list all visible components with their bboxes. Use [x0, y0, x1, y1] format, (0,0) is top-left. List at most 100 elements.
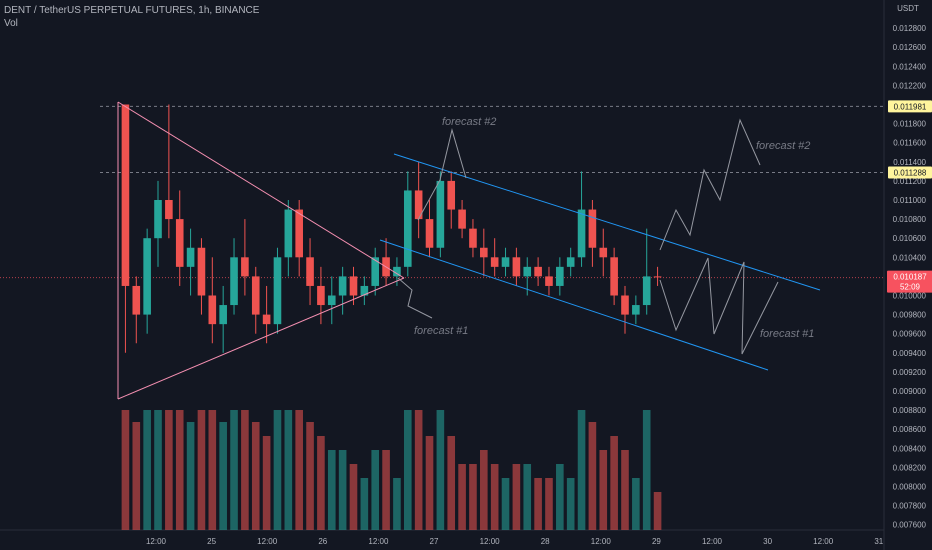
price-tick-label: 0.012400: [893, 62, 927, 71]
volume-bar: [262, 436, 271, 530]
candle-body: [241, 257, 249, 277]
candle-body: [143, 238, 151, 315]
volume-bar: [632, 478, 640, 530]
volume-bar: [642, 410, 651, 530]
price-level-label: 0.011981: [894, 102, 927, 111]
volume-bar: [295, 410, 303, 530]
price-tick-label: 0.010600: [893, 234, 927, 243]
triangle-upper-line: [117, 101, 405, 279]
triangle-lower-line: [117, 277, 405, 400]
volume-bar: [382, 450, 390, 530]
time-tick-label: 31: [874, 537, 883, 546]
candle-body: [132, 285, 141, 315]
annotation-forecast1-right: forecast #1: [760, 328, 814, 340]
current-price-badge: [887, 270, 932, 293]
candle-body: [403, 190, 412, 267]
candle-body: [175, 219, 184, 267]
time-tick-label: 12:00: [591, 537, 612, 546]
candle-body: [219, 305, 227, 325]
symbol-title[interactable]: DENT / TetherUS PERPETUAL FUTURES, 1h, B…: [4, 5, 260, 16]
candle-body: [284, 209, 293, 258]
price-tick-label: 0.008400: [893, 444, 927, 453]
candle-body: [360, 285, 369, 296]
volume-bar: [653, 492, 662, 530]
volume-bar: [393, 478, 401, 530]
candle-body: [534, 266, 542, 277]
time-tick-label: 12:00: [480, 537, 501, 546]
volume-bar: [447, 436, 456, 530]
time-tick-label: 29: [652, 537, 661, 546]
price-level-label: 0.011288: [894, 168, 927, 177]
volume-bar: [175, 410, 184, 530]
annotation-forecast2-right: forecast #2: [756, 140, 810, 152]
channel-lower-line: [379, 239, 769, 371]
chart-header: DENT / TetherUS PERPETUAL FUTURES, 1h, B…: [4, 4, 259, 30]
price-level-badge: [888, 100, 932, 113]
volume-bar: [327, 450, 336, 530]
candle-body: [251, 276, 260, 315]
volume-bar: [588, 422, 597, 530]
candle-body: [154, 200, 162, 239]
current-price-label: 0.010187: [893, 273, 927, 282]
annotation-forecast1-left: forecast #1: [414, 325, 468, 337]
time-tick-label: 30: [763, 537, 772, 546]
candle-body: [599, 247, 608, 258]
candle-body: [566, 257, 575, 267]
price-level-badge: [888, 166, 932, 179]
volume-bar: [480, 450, 488, 530]
volume-bar: [458, 464, 466, 530]
candle-body: [632, 305, 640, 315]
volume-bar: [197, 410, 206, 530]
currency-label: USDT: [897, 4, 919, 13]
candle-body: [577, 209, 586, 258]
price-tick-label: 0.011200: [893, 177, 926, 186]
price-tick-label: 0.008800: [893, 406, 927, 415]
volume-bar: [599, 450, 608, 530]
forecast-path-right-1: [659, 257, 779, 355]
volume-bar: [566, 478, 575, 530]
price-tick-label: 0.009800: [893, 311, 927, 320]
volume-bar: [219, 422, 227, 530]
candle-body: [425, 219, 434, 248]
price-tick-label: 0.008000: [893, 483, 927, 492]
candle-body: [306, 257, 314, 286]
volume-bar: [469, 464, 477, 530]
price-tick-label: 0.010000: [893, 292, 927, 301]
price-tick-label: 0.011000: [893, 196, 926, 205]
time-tick-label: 12:00: [702, 537, 723, 546]
volume-bar: [230, 410, 238, 530]
candle-body: [610, 257, 618, 296]
volume-bar: [501, 478, 510, 530]
volume-bar: [349, 464, 358, 530]
volume-bar: [403, 410, 412, 530]
volume-bar: [577, 410, 586, 530]
countdown-label: 52:09: [900, 283, 921, 292]
price-tick-label: 0.007600: [893, 521, 927, 530]
volume-bar: [251, 422, 260, 530]
volume-indicator-label[interactable]: Vol: [4, 18, 18, 29]
candle-body: [501, 257, 510, 267]
price-tick-label: 0.012200: [893, 81, 927, 90]
candle-body: [186, 247, 195, 267]
volume-bar: [241, 410, 249, 530]
price-tick-label: 0.009400: [893, 349, 927, 358]
time-tick-label: 12:00: [368, 537, 389, 546]
candle-body: [165, 200, 173, 220]
price-tick-label: 0.009000: [893, 387, 927, 396]
forecast-path-left-2: [417, 128, 467, 221]
volume-bar: [371, 450, 380, 530]
candle-body: [469, 228, 477, 248]
price-tick-label: 0.008600: [893, 425, 927, 434]
candle-body: [349, 276, 358, 296]
volume-bar: [165, 410, 173, 530]
price-tick-label: 0.011800: [893, 120, 926, 129]
volume-bar: [425, 436, 434, 530]
candle-body: [414, 190, 423, 220]
time-tick-label: 28: [541, 537, 550, 546]
volume-bar: [186, 422, 195, 530]
candle-body: [371, 257, 380, 286]
volume-bar: [317, 436, 325, 530]
volume-bar: [273, 410, 282, 530]
price-tick-label: 0.012800: [893, 24, 927, 33]
